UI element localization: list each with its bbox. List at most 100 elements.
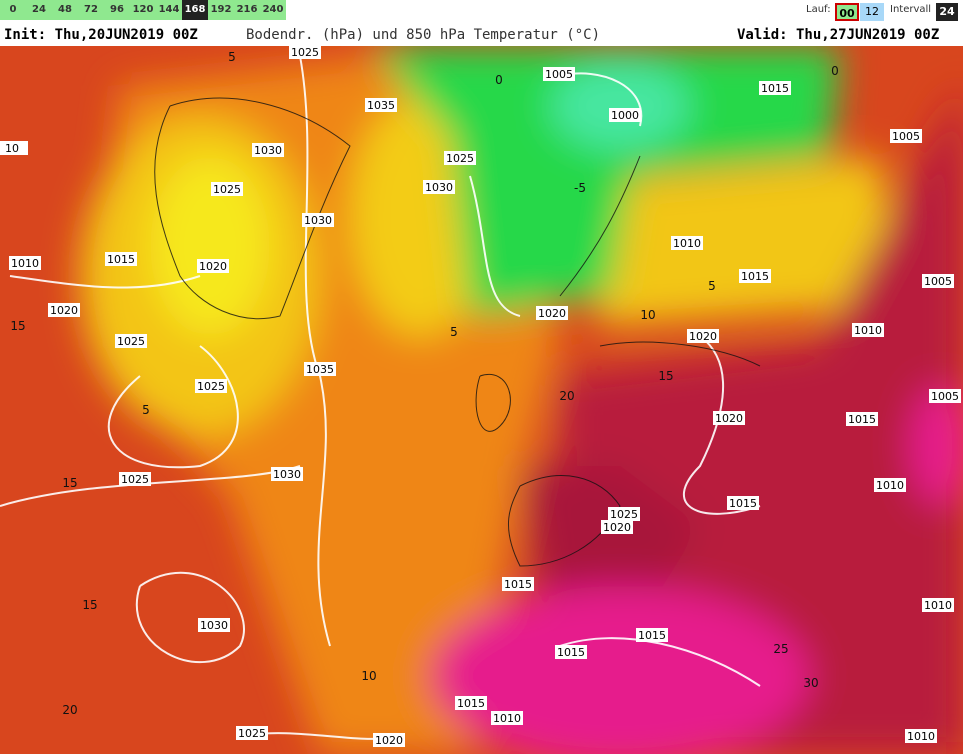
isobar-label: 1015 — [848, 413, 876, 426]
run-option[interactable]: 00 — [835, 3, 859, 21]
isobar-label-box — [890, 129, 922, 143]
isobar-label: 1010 — [11, 257, 39, 270]
isobar-label: 1020 — [375, 734, 403, 747]
isobar-label: 1010 — [876, 479, 904, 492]
isobar-label: 1015 — [457, 697, 485, 710]
isobar-label: 1020 — [50, 304, 78, 317]
isobar-label: 1015 — [638, 629, 666, 642]
isobar-label-box — [211, 182, 243, 196]
isobar-label-box — [491, 711, 523, 725]
isobar-label: 1015 — [107, 253, 135, 266]
temperature-label: 10 — [640, 308, 655, 322]
isobar-label: 1015 — [729, 497, 757, 510]
run-option[interactable]: 12 — [860, 3, 884, 21]
isobar-label: 1015 — [504, 578, 532, 591]
isobar-label: 1005 — [931, 390, 959, 403]
isobar-label: 1005 — [892, 130, 920, 143]
isobar-label-box — [759, 81, 791, 95]
isobar-label-box — [846, 412, 878, 426]
isobar-label: 1020 — [199, 260, 227, 273]
temperature-label: 0 — [495, 73, 503, 87]
isobar-label-box — [236, 726, 268, 740]
isobar-label-box — [929, 389, 961, 403]
isobar-label-box — [195, 379, 227, 393]
isobar-label: 1025 — [121, 473, 149, 486]
isobar-label-box — [922, 274, 954, 288]
toolbar: 0 24 48 72 96 120 144 168 192 216 240 Lauf: 00 12 Inte… — [0, 0, 963, 22]
isobar-label: 1030 — [304, 214, 332, 227]
temperature-label: 5 — [450, 325, 458, 339]
hour-button[interactable]: 48 — [52, 0, 78, 20]
isobar-label-box — [922, 598, 954, 612]
isobar-label-box — [0, 141, 28, 155]
isobar-label-box — [271, 467, 303, 481]
hour-button[interactable]: 168 — [182, 0, 208, 20]
temperature-label: 20 — [62, 703, 77, 717]
isobar-label-box — [9, 256, 41, 270]
run-label: Lauf: — [806, 4, 831, 15]
isobar-label-box — [536, 306, 568, 320]
isobar-label: 1025 — [213, 183, 241, 196]
isobar-label: 1020 — [603, 521, 631, 534]
isobar-label: 1010 — [907, 730, 935, 743]
isobar-label: 1010 — [854, 324, 882, 337]
temperature-label: 5 — [142, 403, 150, 417]
isobar-label-box — [739, 269, 771, 283]
isobar-label-box — [48, 303, 80, 317]
isobar-label: 1010 — [673, 237, 701, 250]
temperature-label: 15 — [10, 319, 25, 333]
hour-button[interactable]: 240 — [260, 0, 286, 20]
hour-button[interactable]: 96 — [104, 0, 130, 20]
isobar-label-box — [601, 520, 633, 534]
isobar-label-box — [197, 259, 229, 273]
hour-button[interactable]: 0 — [0, 0, 26, 20]
temperature-label: -5 — [574, 181, 586, 195]
valid: Valid: Thu,27JUN2019 00Z — [737, 27, 940, 43]
isobar-label-box — [555, 645, 587, 659]
isobar-label: 1015 — [761, 82, 789, 95]
hour-button[interactable]: 192 — [208, 0, 234, 20]
isobar-label: 1035 — [367, 99, 395, 112]
isobar-label-box — [713, 411, 745, 425]
isobar-label-box — [115, 334, 147, 348]
isobar-label: 1030 — [254, 144, 282, 157]
isobar-label-box — [444, 151, 476, 165]
hour-button[interactable]: 120 — [130, 0, 156, 20]
interval-label: Intervall — [890, 4, 932, 15]
isobar-label-box — [543, 67, 575, 81]
isobar-label-box — [671, 236, 703, 250]
isobar-label: 10 — [5, 142, 19, 155]
interval-value[interactable]: 24 — [936, 3, 958, 21]
hour-button[interactable]: 72 — [78, 0, 104, 20]
isobar-label-box — [119, 472, 151, 486]
isobar-label-box — [252, 143, 284, 157]
isobar-label: 1030 — [200, 619, 228, 632]
header: Init: Thu,20JUN2019 00Z Bodendr. (hPa) u… — [0, 27, 963, 46]
init: Init: Thu,20JUN2019 00Z — [4, 27, 198, 43]
isobar-label-box — [609, 108, 641, 122]
temperature-label: 20 — [559, 389, 574, 403]
hour-button[interactable]: 24 — [26, 0, 52, 20]
isobar-label-box — [608, 507, 640, 521]
isobar-label-box — [105, 252, 137, 266]
isobar-label: 1025 — [117, 335, 145, 348]
temperature-label: 30 — [803, 676, 818, 690]
hour-button[interactable]: 144 — [156, 0, 182, 20]
temperature-label: 15 — [82, 598, 97, 612]
isobar-label-box — [455, 696, 487, 710]
isobar-label-box — [727, 496, 759, 510]
isobar-label: 1025 — [446, 152, 474, 165]
isobar-label: 1025 — [197, 380, 225, 393]
hour-button[interactable]: 216 — [234, 0, 260, 20]
temperature-label: 15 — [62, 476, 77, 490]
isobar-label-box — [289, 46, 321, 59]
isobar-label-box — [423, 180, 455, 194]
temperature-label: 0 — [831, 64, 839, 78]
temperature-label: 25 — [773, 642, 788, 656]
temperature-label: 5 — [708, 279, 716, 293]
isobar-label: 1020 — [715, 412, 743, 425]
title: Bodendr. (hPa) und 850 hPa Temperatur (°… — [246, 27, 601, 43]
isobar-label: 1005 — [545, 68, 573, 81]
isobar-label: 1005 — [924, 275, 952, 288]
isobar-label: 1025 — [291, 46, 319, 59]
